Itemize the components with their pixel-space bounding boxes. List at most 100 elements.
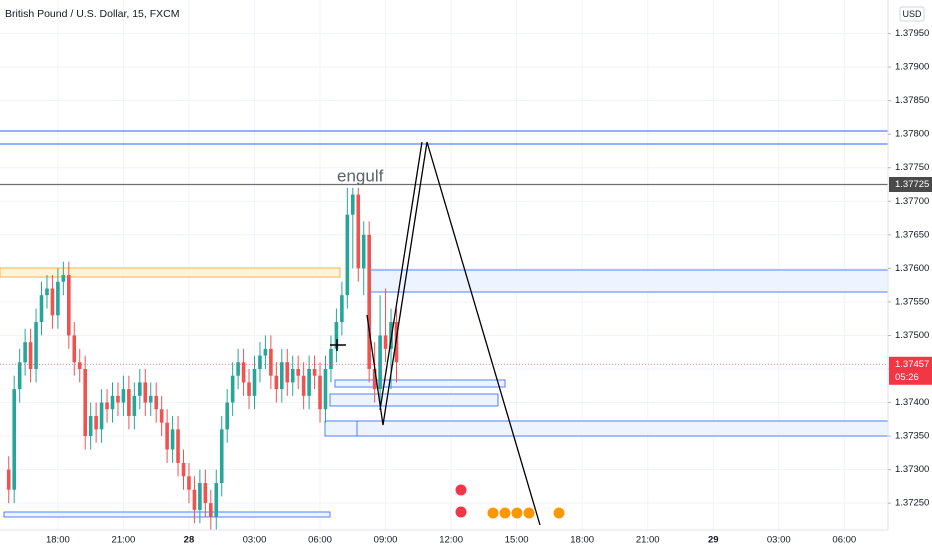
x-tick-label: 18:00 xyxy=(570,535,594,546)
candle-body xyxy=(61,275,66,282)
projection xyxy=(330,141,541,526)
zigzag-line xyxy=(366,141,541,526)
blue-box xyxy=(329,393,499,407)
candle-body xyxy=(132,395,137,416)
x-tick-label: 21:00 xyxy=(636,535,660,546)
candle-body xyxy=(334,322,339,349)
candle-body xyxy=(274,375,279,390)
candle-body xyxy=(389,322,393,349)
candle-body xyxy=(318,375,322,410)
x-tick-label: 09:00 xyxy=(374,535,398,546)
candle-body xyxy=(361,234,366,269)
event-icon xyxy=(486,506,500,520)
chart-title: British Pound / U.S. Dollar, 15, FXCM xyxy=(5,8,179,20)
candle-body xyxy=(383,335,388,349)
x-tick-label: 03:00 xyxy=(767,535,791,546)
price-label: 1.37457 xyxy=(895,359,929,370)
y-tick-label: 1.37650 xyxy=(895,229,929,240)
candle-body xyxy=(165,422,169,450)
candle-body xyxy=(280,362,284,390)
candle-body xyxy=(181,462,186,477)
candle-body xyxy=(350,194,355,215)
event-icon xyxy=(454,505,468,519)
blue-box xyxy=(3,511,331,518)
candle-body xyxy=(323,368,328,410)
candle-body xyxy=(12,389,16,490)
candle-body xyxy=(176,429,180,463)
candle-body xyxy=(230,375,235,403)
event-icon xyxy=(454,483,468,497)
candle-body xyxy=(159,409,164,423)
event-icon xyxy=(510,506,524,520)
x-tick-label: 12:00 xyxy=(439,535,463,546)
y-tick-label: 1.37250 xyxy=(895,498,929,509)
candle-body xyxy=(252,368,257,396)
candle-body xyxy=(301,375,306,396)
currency: USD xyxy=(902,9,922,19)
candle-body xyxy=(94,415,98,430)
candle-body xyxy=(138,382,142,396)
candle-body xyxy=(340,295,344,323)
candle-body xyxy=(198,483,202,510)
time-axis xyxy=(0,530,888,550)
candle-body xyxy=(143,382,148,403)
candle-body xyxy=(39,295,44,323)
candle-body xyxy=(285,362,290,383)
y-tick-label: 1.37500 xyxy=(895,330,929,341)
candle-body xyxy=(247,382,251,396)
event-icon xyxy=(552,506,566,520)
price-axis xyxy=(888,0,932,550)
blue-zone xyxy=(324,420,889,437)
candle-body xyxy=(307,368,311,396)
candle-body xyxy=(214,483,219,517)
x-tick-label: 15:00 xyxy=(505,535,529,546)
candle-body xyxy=(203,483,208,504)
candle-body xyxy=(356,194,361,269)
candle-body xyxy=(312,368,317,376)
candle-body xyxy=(28,342,33,369)
y-tick-label: 1.37750 xyxy=(895,162,929,173)
candle-body xyxy=(367,234,371,369)
candle-body xyxy=(50,288,55,316)
x-tick-label: 21:00 xyxy=(112,535,136,546)
events xyxy=(454,483,566,520)
y-tick-label: 1.37900 xyxy=(895,62,929,73)
x-tick-label: 28 xyxy=(184,535,195,546)
annotation: engulf xyxy=(337,166,384,185)
candle-body xyxy=(88,415,93,437)
event-icon xyxy=(498,506,512,520)
y-tick-label: 1.37350 xyxy=(895,431,929,442)
candle-body xyxy=(83,368,87,437)
y-tick-label: 1.37400 xyxy=(895,397,929,408)
x-tick-label: 06:00 xyxy=(308,535,332,546)
x-tick-label: 18:00 xyxy=(46,535,70,546)
candle-body xyxy=(187,476,191,490)
candle-body xyxy=(127,389,131,416)
candle-body xyxy=(77,362,82,369)
candle-body xyxy=(209,503,213,517)
zigzag-line xyxy=(379,141,423,411)
candle-body xyxy=(225,402,229,430)
candle-body xyxy=(269,348,273,376)
blue-box xyxy=(334,379,506,388)
candle-body xyxy=(154,395,158,410)
price-label-box xyxy=(889,356,932,385)
candle-body xyxy=(116,395,120,403)
y-tick-label: 1.37550 xyxy=(895,296,929,307)
candle-body xyxy=(258,355,262,369)
y-tick-label: 1.37850 xyxy=(895,95,929,106)
candle-body xyxy=(23,342,27,363)
candle-body xyxy=(378,335,382,390)
candle-body xyxy=(372,368,377,390)
candle-body xyxy=(6,469,11,490)
candle-body xyxy=(236,362,240,376)
candle-body xyxy=(110,395,115,410)
y-tick-label: 1.37300 xyxy=(895,464,929,475)
candle-body xyxy=(67,275,71,336)
candle-body xyxy=(148,395,153,403)
candle-body xyxy=(17,362,22,390)
candle-body xyxy=(72,335,77,363)
y-tick-label: 1.37950 xyxy=(895,28,929,39)
event-icon xyxy=(522,506,536,520)
